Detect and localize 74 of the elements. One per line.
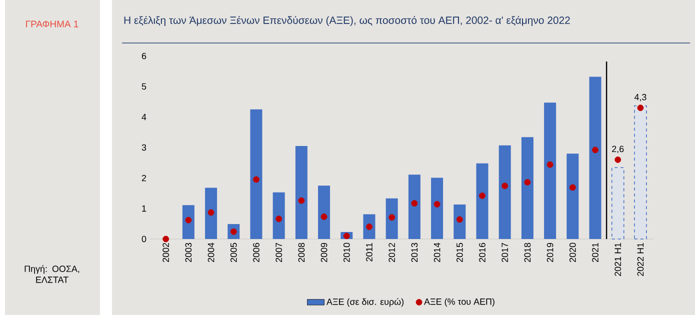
y-tick-label: 3: [142, 144, 146, 151]
point: [592, 146, 598, 154]
data-label: 2,6: [612, 146, 624, 154]
point: [434, 201, 440, 208]
x-tick-label: 2008: [298, 242, 305, 262]
x-tick-label: 2013: [411, 242, 418, 262]
point: [298, 197, 305, 204]
y-tick-label: 0: [142, 236, 146, 242]
bar: [521, 137, 534, 239]
point: [546, 161, 554, 168]
x-tick-label: 2002: [162, 242, 170, 262]
x-tick-label: 2021: [592, 242, 598, 262]
bar: [476, 163, 488, 239]
point: [614, 156, 622, 163]
bar: [431, 178, 444, 239]
x-tick-label: 2017: [502, 242, 508, 262]
point: [569, 184, 576, 191]
bar: [589, 76, 602, 239]
bar: [544, 102, 556, 239]
x-tick-label: 2004: [208, 242, 214, 262]
x-tick-label: 2019: [546, 242, 554, 262]
bar: [182, 205, 194, 239]
point: [411, 200, 418, 207]
point: [185, 216, 192, 224]
point: [343, 232, 350, 240]
point: [456, 216, 463, 223]
x-tick-label: 2021 H1: [614, 242, 622, 276]
point: [637, 104, 644, 112]
y-tick-label: 5: [142, 83, 146, 90]
bar: [318, 186, 330, 239]
bar: [634, 105, 647, 240]
x-tick-label: 2014: [434, 242, 440, 262]
chart-title: Η εξέλιξη των Άμεσων Ξένων Επενδύσεων (ΑΞΕ), ως ποσοστό του ΑΕΠ, 2002- α' εξάμηνο 2022: [124, 16, 570, 26]
data-label: 4,3: [634, 94, 646, 102]
x-tick-label: 2003: [185, 242, 192, 262]
y-tick-label: 1: [142, 205, 146, 212]
x-tick-label: 2018: [524, 242, 531, 262]
legend-label: ΑΞΕ (% του ΑΕΠ): [424, 298, 494, 307]
bar: [205, 188, 218, 239]
y-tick-label: 6: [142, 52, 146, 60]
x-tick-label: 2016: [479, 242, 486, 262]
bar: [611, 167, 624, 240]
point: [502, 182, 508, 190]
y-tick-label: 2: [142, 174, 146, 182]
bar: [566, 154, 579, 239]
x-tick-label: 2011: [366, 242, 372, 262]
bar: [498, 145, 511, 239]
bar: [386, 198, 398, 239]
x-tick-label: 2006: [253, 242, 260, 262]
text: ΓΡΑΦΗΜΑ 1: [26, 20, 78, 28]
text: Πηγή: ΟΟΣΑ, ΕΛΣΤΑΤ: [24, 265, 80, 283]
x-tick-label: 2005: [230, 242, 237, 262]
point: [162, 236, 170, 242]
bar: [454, 204, 466, 239]
legend-label: ΑΞΕ (σε δισ. ευρώ): [326, 298, 404, 307]
x-tick-label: 2020: [569, 242, 576, 262]
x-tick-label: 2012: [388, 242, 396, 262]
bar: [408, 174, 420, 239]
bar: [250, 109, 262, 239]
point: [253, 176, 260, 183]
point: [388, 214, 396, 221]
x-tick-label: 2010: [343, 242, 350, 262]
point: [479, 192, 486, 199]
x-tick-label: 2009: [320, 242, 328, 262]
bar: [272, 192, 285, 239]
point: [276, 216, 282, 222]
y-tick-label: 4: [142, 114, 146, 120]
point: [524, 179, 531, 186]
x-tick-label: 2015: [456, 242, 463, 262]
point: [320, 214, 328, 220]
x-tick-label: 2022 H1: [637, 242, 644, 276]
point: [208, 209, 214, 216]
x-tick-label: 2007: [276, 242, 282, 262]
bar: [295, 146, 308, 239]
